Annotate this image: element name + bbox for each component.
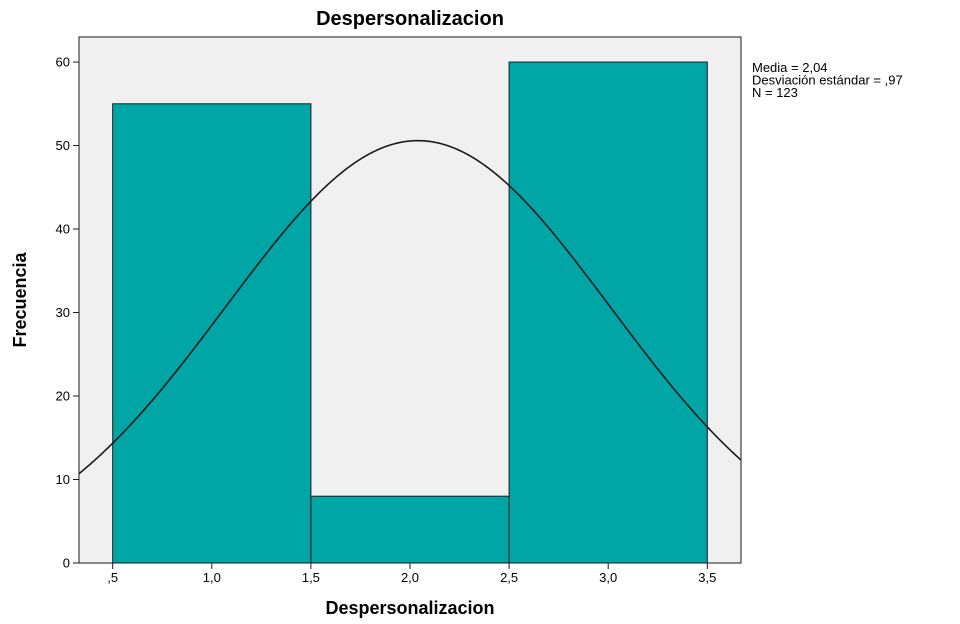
x-tick-label: 1,0 <box>203 570 221 585</box>
y-axis-label: Frecuencia <box>10 251 30 347</box>
chart-title: Despersonalizacion <box>316 8 504 30</box>
stats-sd: Desviación estándar = ,97 <box>752 73 903 88</box>
stats-box: Media = 2,04 Desviación estándar = ,97 N… <box>752 60 903 100</box>
y-tick-label: 0 <box>63 556 70 571</box>
stats-n: N = 123 <box>752 85 798 100</box>
x-axis-label: Despersonalizacion <box>325 598 494 618</box>
x-tick-label: 1,5 <box>302 570 320 585</box>
x-tick-label: 2,0 <box>401 570 419 585</box>
y-tick-label: 30 <box>56 305 70 320</box>
y-tick-label: 20 <box>56 389 70 404</box>
histogram-bar-1 <box>112 103 312 564</box>
stats-mean: Media = 2,04 <box>752 60 828 75</box>
x-tick-label: 3,0 <box>599 570 617 585</box>
y-tick-label: 40 <box>56 222 70 237</box>
histogram-bars <box>112 61 708 564</box>
y-tick-label: 60 <box>56 55 70 70</box>
y-tick-label: 50 <box>56 138 70 153</box>
axes: 0 10 20 30 40 50 60 ,5 1,0 1,5 2,0 2,5 3,0 3,5 <box>56 55 717 585</box>
x-tick-label: 3,5 <box>698 570 716 585</box>
histogram-bar-3 <box>508 61 708 564</box>
x-tick-label: ,5 <box>107 570 118 585</box>
normal-curve <box>78 139 742 475</box>
x-tick-label: 2,5 <box>500 570 518 585</box>
histogram-bar-2 <box>310 495 510 564</box>
y-tick-label: 10 <box>56 472 70 487</box>
